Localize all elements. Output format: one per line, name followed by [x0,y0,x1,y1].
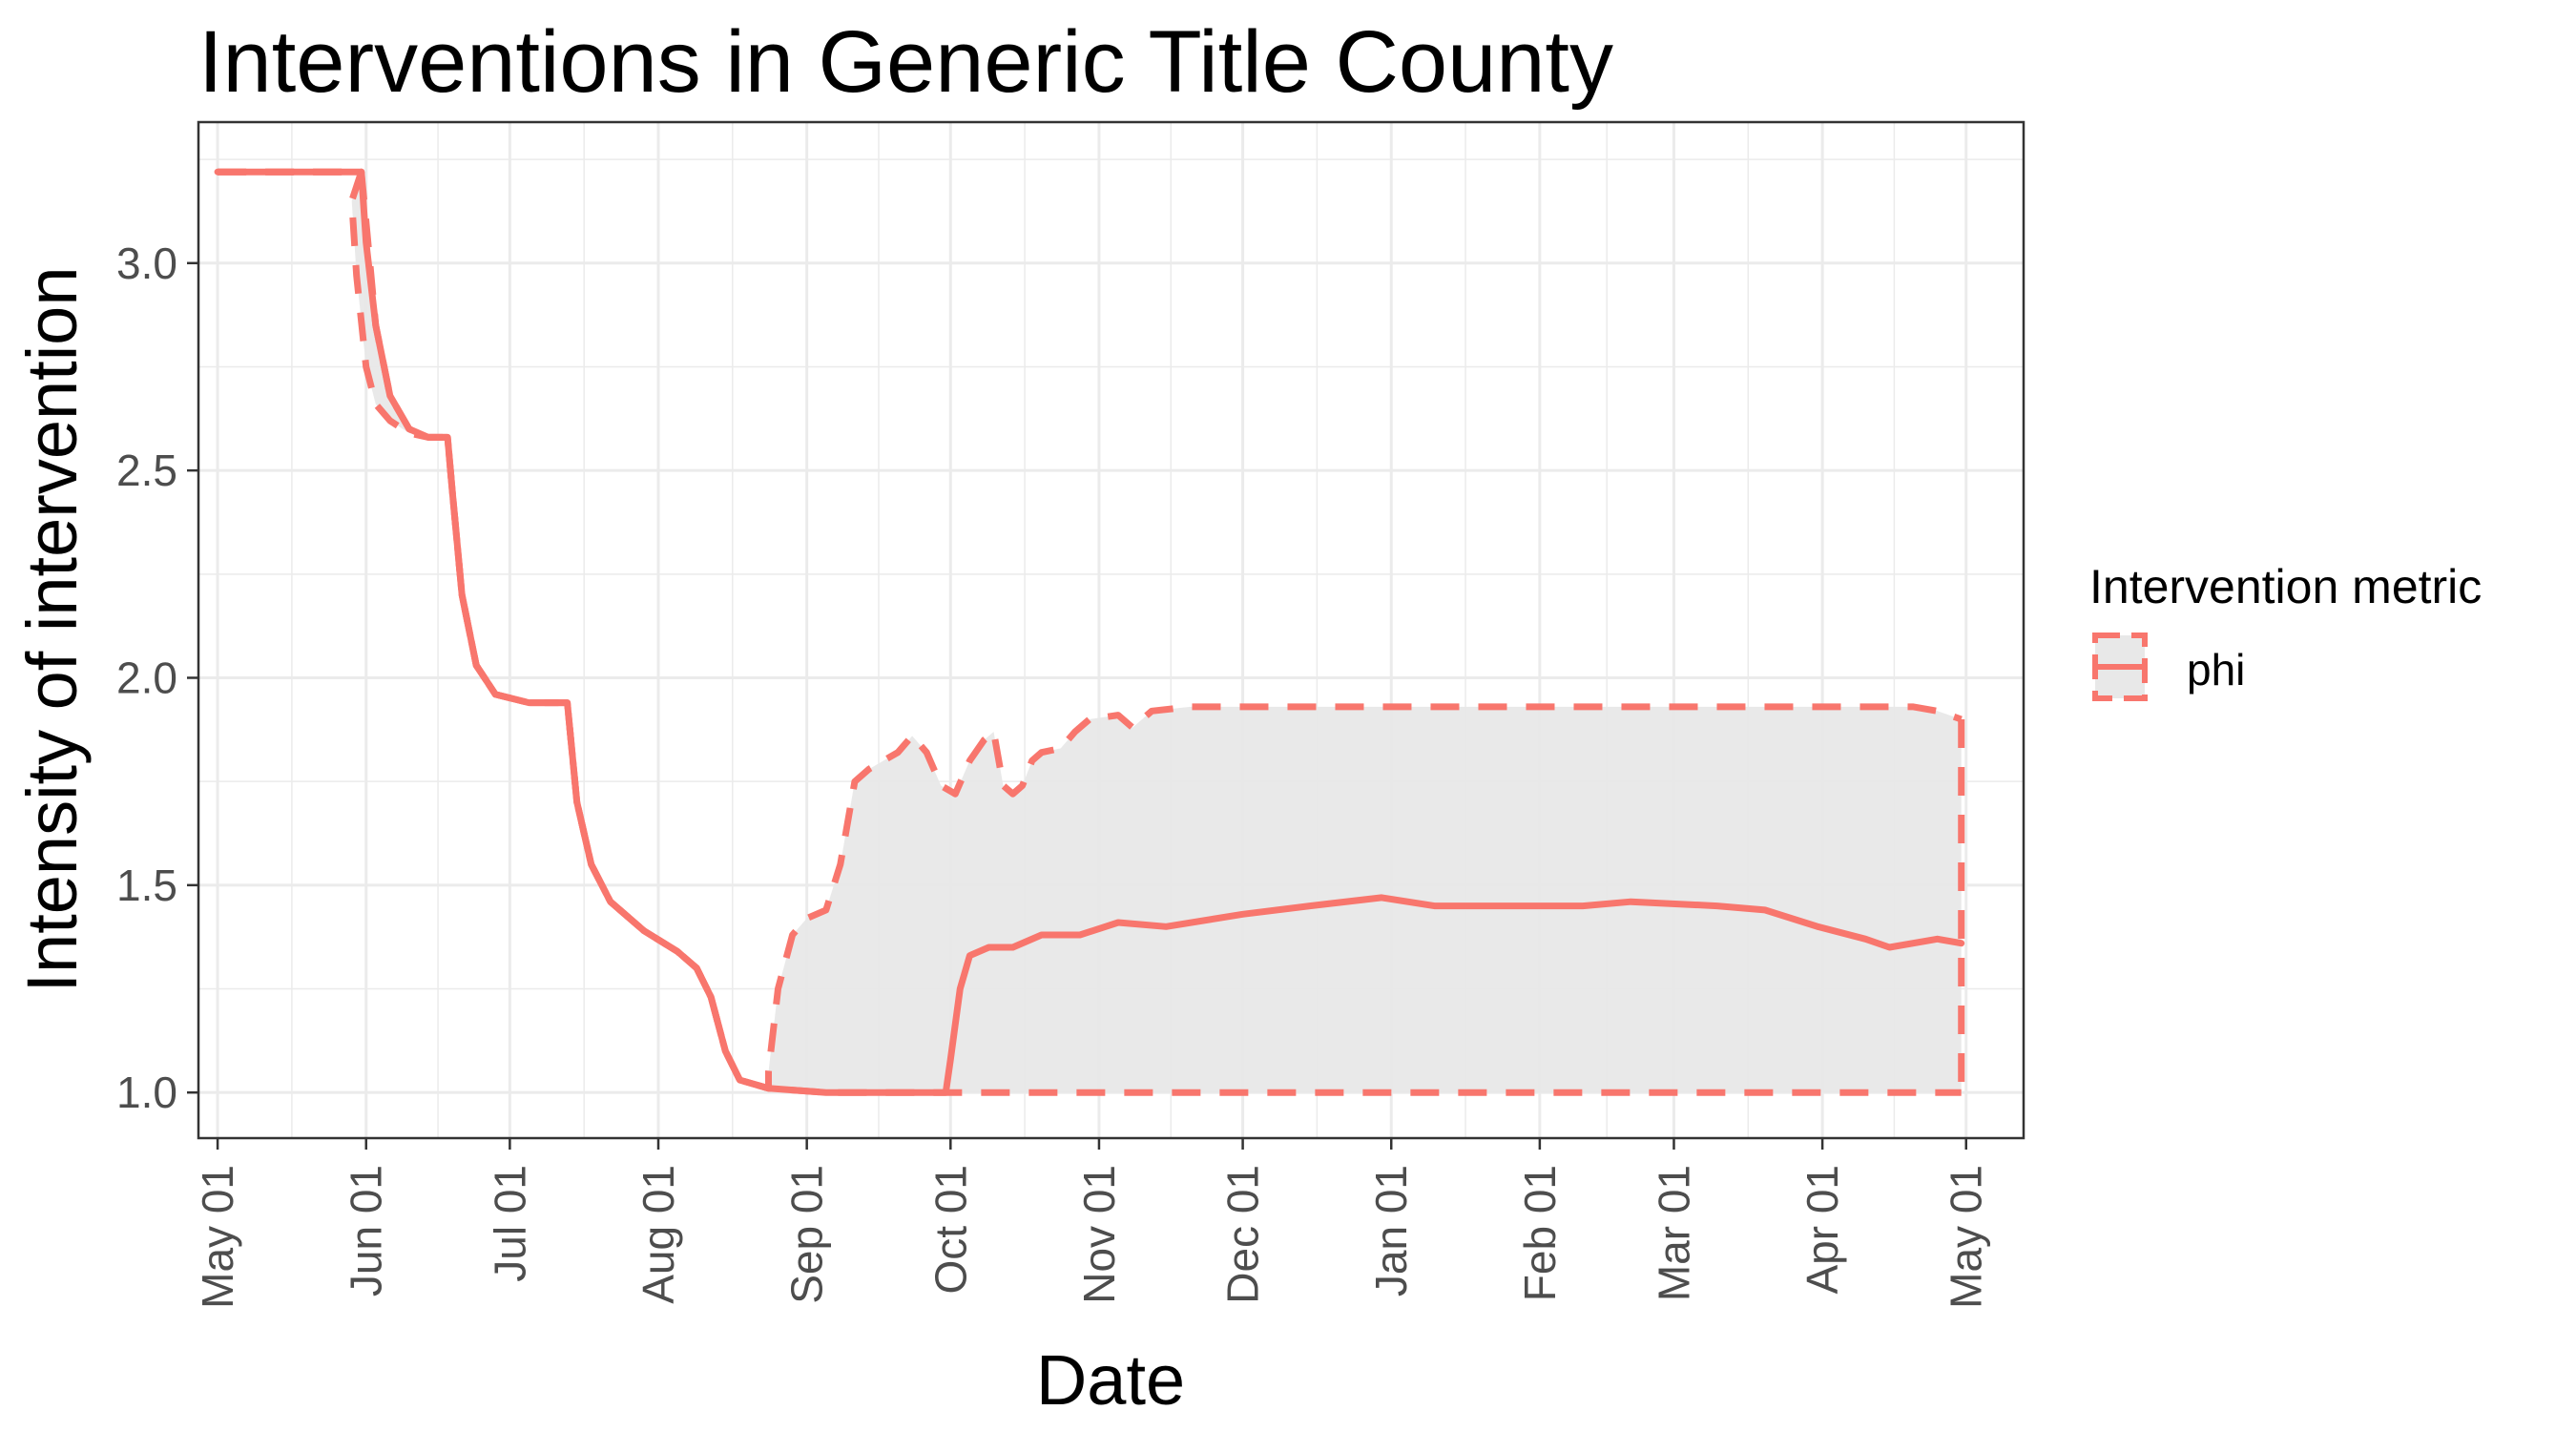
x-tick-label: May 01 [193,1165,242,1309]
legend-key [2092,633,2148,701]
x-tick-label: Feb 01 [1515,1165,1565,1301]
series-line-phi-lower-bound [218,168,1962,1096]
x-tick-label: Sep 01 [782,1165,832,1304]
x-axis: May 01 Jun 01 Jul 01 Aug 01 Sep 01 Oct 01 Nov … [193,1138,1991,1309]
y-axis-title: Intensity of intervention [12,267,92,993]
x-axis-title: Date [1036,1340,1185,1420]
x-tick-label: Apr 01 [1797,1165,1847,1295]
x-tick-label: Nov 01 [1074,1165,1124,1304]
y-tick-label: 1.5 [116,861,177,910]
y-tick-label: 1.0 [116,1068,177,1117]
chart-title: Interventions in Generic Title County [198,13,1613,111]
ribbon-area [351,172,429,438]
x-tick-label: Aug 01 [634,1165,683,1304]
x-tick-label: Jul 01 [485,1165,534,1282]
x-tick-label: May 01 [1942,1165,1991,1309]
panel-border [197,120,2025,1140]
y-axis: 1.0 1.5 2.0 2.5 3.0 [116,238,198,1117]
x-tick-label: Jun 01 [342,1165,391,1296]
legend: Intervention metric phi [2089,560,2482,701]
x-tick-label: Oct 01 [925,1165,975,1295]
y-tick-label: 2.0 [116,653,177,702]
x-tick-label: Mar 01 [1649,1165,1698,1301]
y-tick-label: 3.0 [116,238,177,288]
series-lines [214,168,1965,1096]
y-tick-label: 2.5 [116,446,177,495]
x-tick-label: Dec 01 [1218,1165,1268,1304]
legend-title: Intervention metric [2089,560,2482,613]
x-tick-label: Jan 01 [1366,1165,1416,1296]
legend-label-phi: phi [2187,645,2245,695]
series-line-phi-upper-bound [218,168,1963,1092]
